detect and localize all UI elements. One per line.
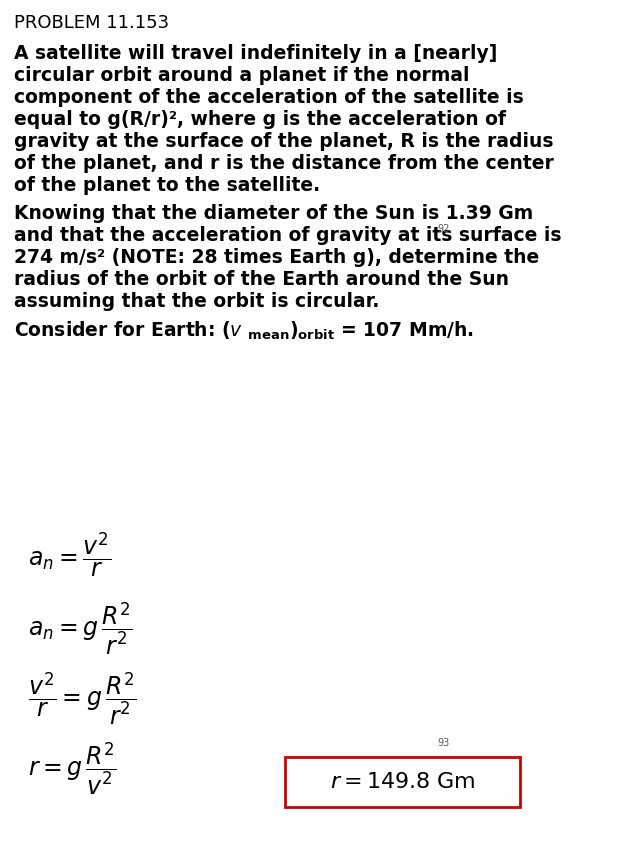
Text: $r = g\,\dfrac{R^2}{v^2}$: $r = g\,\dfrac{R^2}{v^2}$ — [28, 740, 117, 797]
Text: Consider for Earth: ($\mathit{v}$ $\mathregular{_{mean}}$)$\mathregular{_{orbit}: Consider for Earth: ($\mathit{v}$ $\math… — [14, 320, 474, 342]
Text: $r = 149.8\ \mathrm{Gm}$: $r = 149.8\ \mathrm{Gm}$ — [329, 772, 475, 792]
FancyBboxPatch shape — [285, 757, 520, 807]
Text: A satellite will travel indefinitely in a [nearly]: A satellite will travel indefinitely in … — [14, 44, 498, 63]
Text: $\dfrac{v^2}{r} = g\,\dfrac{R^2}{r^2}$: $\dfrac{v^2}{r} = g\,\dfrac{R^2}{r^2}$ — [28, 670, 137, 727]
Text: of the planet to the satellite.: of the planet to the satellite. — [14, 176, 320, 195]
Text: of the planet, and r is the distance from the center: of the planet, and r is the distance fro… — [14, 154, 554, 173]
Text: assuming that the orbit is circular.: assuming that the orbit is circular. — [14, 292, 379, 311]
Text: equal to g(R/r)², where g is the acceleration of: equal to g(R/r)², where g is the acceler… — [14, 110, 506, 129]
Text: PROBLEM 11.153: PROBLEM 11.153 — [14, 14, 169, 32]
Text: 93: 93 — [437, 738, 449, 748]
Text: Knowing that the diameter of the Sun is 1.39 Gm: Knowing that the diameter of the Sun is … — [14, 204, 534, 223]
Text: $a_n = \dfrac{v^2}{r}$: $a_n = \dfrac{v^2}{r}$ — [28, 530, 111, 579]
Text: component of the acceleration of the satellite is: component of the acceleration of the sat… — [14, 88, 524, 107]
Text: gravity at the surface of the planet, R is the radius: gravity at the surface of the planet, R … — [14, 132, 553, 151]
Text: 92: 92 — [437, 224, 449, 234]
Text: 274 m/s² (NOTE: 28 times Earth g), determine the: 274 m/s² (NOTE: 28 times Earth g), deter… — [14, 248, 539, 267]
Text: circular orbit around a planet if the normal: circular orbit around a planet if the no… — [14, 66, 469, 85]
Text: $a_n = g\,\dfrac{R^2}{r^2}$: $a_n = g\,\dfrac{R^2}{r^2}$ — [28, 600, 133, 657]
Text: radius of the orbit of the Earth around the Sun: radius of the orbit of the Earth around … — [14, 270, 509, 289]
Text: and that the acceleration of gravity at its surface is: and that the acceleration of gravity at … — [14, 226, 562, 245]
